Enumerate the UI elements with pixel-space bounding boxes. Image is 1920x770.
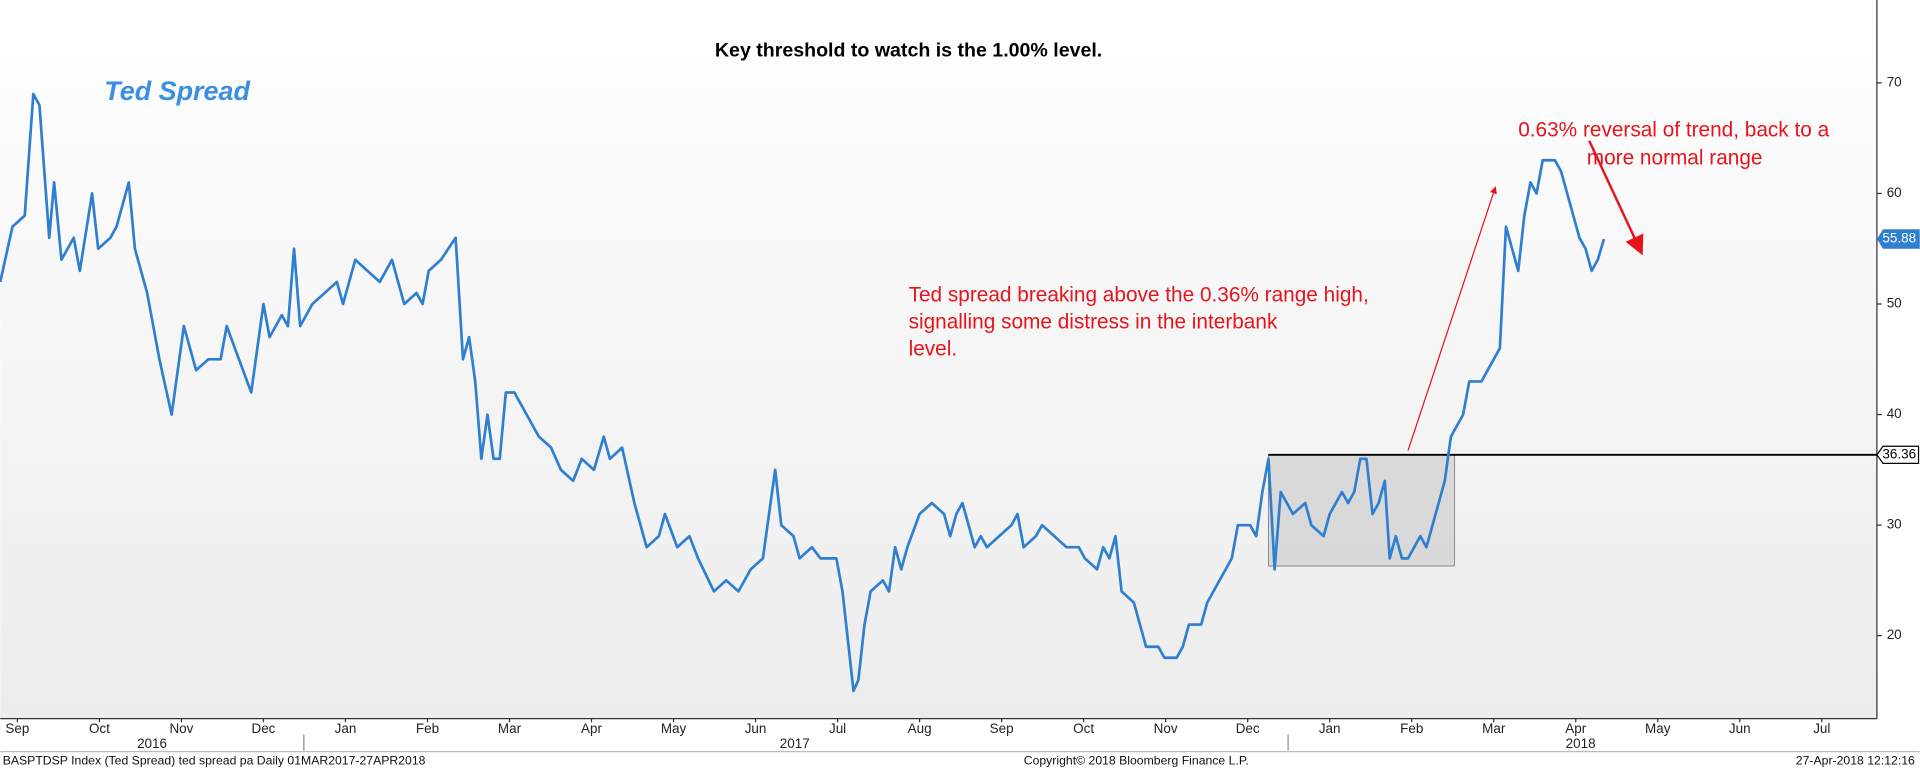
x-tick-label: Nov	[1154, 721, 1178, 736]
y-tick-label: 60	[1887, 185, 1902, 200]
series-line	[0, 92, 1606, 693]
threshold-label: 36.36	[1882, 446, 1916, 461]
x-tick-label: Jan	[335, 721, 357, 736]
y-tick-label: 20	[1887, 627, 1902, 642]
x-tick-label: Sep	[5, 721, 29, 736]
x-tick-label: Feb	[416, 721, 439, 736]
footer-center: Copyright© 2018 Bloomberg Finance L.P.	[1024, 754, 1249, 768]
x-tick-label: Feb	[1400, 721, 1423, 736]
x-tick-label: Mar	[498, 721, 522, 736]
x-tick-label: Oct	[89, 721, 110, 736]
annotation: Ted spread breaking above the 0.36% rang…	[909, 284, 1369, 307]
x-tick-label: May	[661, 721, 687, 736]
y-tick-label: 70	[1887, 74, 1902, 89]
year-label: 2017	[780, 736, 810, 751]
x-tick-label: Jul	[1813, 721, 1830, 736]
x-tick-label: Jan	[1319, 721, 1341, 736]
x-tick-label: Apr	[1565, 721, 1586, 736]
annotation: level.	[909, 338, 958, 361]
last-value-label: 55.88	[1882, 231, 1916, 246]
x-tick-label: Dec	[1236, 721, 1260, 736]
x-tick-label: Apr	[581, 721, 602, 736]
x-tick-label: Dec	[251, 721, 275, 736]
arrow	[1588, 140, 1644, 256]
x-tick-label: Nov	[169, 721, 193, 736]
x-tick-label: Aug	[908, 721, 932, 736]
plot-background	[0, 0, 1877, 719]
x-tick-label: Jul	[829, 721, 846, 736]
annotation: more normal range	[1587, 147, 1763, 170]
x-tick-label: Jun	[745, 721, 767, 736]
footer-left: BASPTDSP Index (Ted Spread) ted spread p…	[3, 754, 426, 768]
x-tick-label: May	[1645, 721, 1671, 736]
series-label: Ted Spread	[104, 76, 250, 106]
y-tick-label: 30	[1887, 517, 1902, 532]
threshold-tag	[1876, 445, 1920, 464]
x-tick-label: Sep	[990, 721, 1014, 736]
year-label: 2018	[1566, 736, 1596, 751]
year-label: 2016	[137, 736, 167, 751]
y-tick-label: 50	[1887, 296, 1902, 311]
annotation: 0.63% reversal of trend, back to a	[1518, 118, 1829, 141]
arrow	[1407, 186, 1497, 451]
y-tick-label: 40	[1887, 406, 1902, 421]
range-box	[1268, 454, 1456, 567]
annotation: signalling some distress in the interban…	[909, 311, 1278, 334]
axis-background	[0, 718, 1920, 770]
x-tick-label: Mar	[1482, 721, 1506, 736]
footer-right: 27-Apr-2018 12:12:16	[1796, 754, 1915, 768]
x-tick-label: Jun	[1729, 721, 1751, 736]
last-value-tag	[1876, 229, 1920, 249]
chart-title: Key threshold to watch is the 1.00% leve…	[715, 40, 1102, 62]
x-tick-label: Oct	[1073, 721, 1094, 736]
